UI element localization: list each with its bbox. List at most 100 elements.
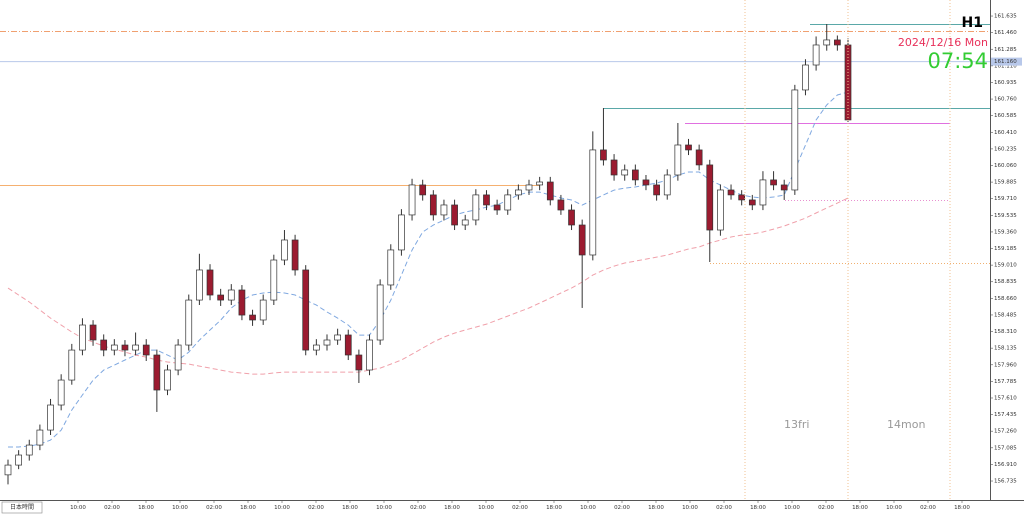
candle-body	[536, 181, 543, 186]
x-tick-label: 02:00	[716, 505, 732, 511]
candle-body	[706, 164, 714, 231]
x-tick-label: 10:00	[70, 505, 86, 511]
candle-body	[121, 344, 129, 351]
x-tick-label: 02:00	[104, 505, 120, 511]
candle-body	[748, 199, 756, 206]
candle-body	[717, 189, 724, 231]
candle-body	[440, 204, 448, 216]
candle-body	[589, 149, 597, 256]
candle-body	[36, 429, 44, 446]
date: 2024/12/16 Mon	[898, 36, 988, 49]
x-tick-label: 18:00	[954, 505, 970, 511]
x-tick-label: 02:00	[818, 505, 834, 511]
candle-body	[653, 184, 660, 196]
candle-body	[674, 144, 682, 176]
y-tick-label: 161.635	[994, 14, 1017, 20]
x-tick-label: 10:00	[376, 505, 392, 511]
y-tick-label: 158.485	[994, 312, 1017, 318]
candle-body	[259, 299, 267, 321]
x-tick-label: 10:00	[886, 505, 902, 511]
y-tick-label: 160.410	[994, 130, 1017, 136]
candle-body	[780, 184, 788, 191]
x-tick-label: 10:00	[478, 505, 494, 511]
candle-body	[429, 194, 437, 216]
candle-body	[217, 294, 225, 301]
x-tick-label: 02:00	[614, 505, 630, 511]
candle-body	[196, 269, 203, 301]
y-tick-label: 158.135	[994, 346, 1017, 352]
candle-body	[663, 174, 671, 196]
y-tick-label: 161.460	[994, 30, 1017, 36]
y-tick-label: 161.110	[994, 63, 1017, 69]
x-tick-label: 18:00	[546, 505, 562, 511]
candle-body	[227, 289, 235, 301]
candle-body	[823, 39, 831, 46]
candle-body	[504, 194, 512, 211]
candle-body	[323, 339, 331, 346]
y-tick-label: 159.360	[994, 229, 1017, 235]
x-tick-label: 18:00	[852, 505, 868, 511]
x-tick-label: 02:00	[512, 505, 528, 511]
candle-body	[451, 204, 458, 226]
y-tick-label: 157.435	[994, 412, 1017, 418]
candle-body	[281, 239, 288, 261]
moving-average	[7, 197, 849, 375]
candle-body	[68, 349, 76, 381]
candle-body	[802, 64, 809, 91]
candle-body	[344, 334, 352, 356]
y-tick-label: 160.060	[994, 163, 1017, 169]
y-tick-label: 158.310	[994, 329, 1017, 335]
candle-body	[57, 379, 65, 406]
candle-body	[493, 204, 501, 211]
x-tick-label: 18:00	[138, 505, 154, 511]
candle-body	[727, 189, 735, 196]
candle-body	[642, 179, 650, 186]
candle-body	[15, 454, 22, 466]
candle-body	[738, 194, 746, 201]
candle-body	[546, 181, 554, 201]
candle-body	[355, 354, 363, 371]
candle-body	[79, 324, 86, 351]
bid-label: 161.160	[994, 59, 1017, 65]
y-tick-label: 157.610	[994, 395, 1017, 401]
y-tick-label: 161.285	[994, 47, 1017, 53]
candle-body	[419, 184, 427, 196]
y-tick-label: 159.885	[994, 180, 1017, 186]
candle-body	[270, 259, 278, 301]
clock: 07:54	[927, 49, 988, 73]
x-tick-label: 10:00	[172, 505, 188, 511]
candle-body	[142, 344, 150, 356]
bid-box	[991, 57, 1022, 66]
y-tick-label: 157.260	[994, 429, 1017, 435]
candle-body	[4, 464, 12, 476]
y-tick-label: 160.760	[994, 97, 1017, 103]
y-tick-label: 159.010	[994, 263, 1017, 269]
candle-body	[515, 189, 522, 196]
y-tick-label: 158.835	[994, 279, 1017, 285]
candle-body	[110, 344, 118, 351]
y-tick-label: 156.735	[994, 479, 1017, 485]
y-tick-label: 160.935	[994, 80, 1017, 86]
x-tick-label: 10:00	[274, 505, 290, 511]
candle-body	[770, 179, 777, 186]
y-tick-label: 158.660	[994, 296, 1017, 302]
candle-body	[302, 269, 310, 351]
candle-body	[600, 149, 607, 161]
y-tick-label: 159.710	[994, 196, 1017, 202]
candle-body	[206, 269, 214, 296]
candle-body	[568, 209, 575, 226]
candle-body	[472, 194, 480, 221]
x-tick-label: 18:00	[444, 505, 460, 511]
y-tick-label: 159.535	[994, 213, 1017, 219]
day-label: 13fri	[784, 418, 809, 431]
x-tick-label: 02:00	[920, 505, 936, 511]
x-tick-label: 18:00	[648, 505, 664, 511]
plot	[0, 24, 990, 485]
candle-body	[408, 184, 416, 216]
candle-body	[249, 314, 256, 321]
candle-body	[334, 334, 341, 341]
candle-body	[291, 239, 299, 271]
y-tick-label: 156.910	[994, 462, 1017, 468]
